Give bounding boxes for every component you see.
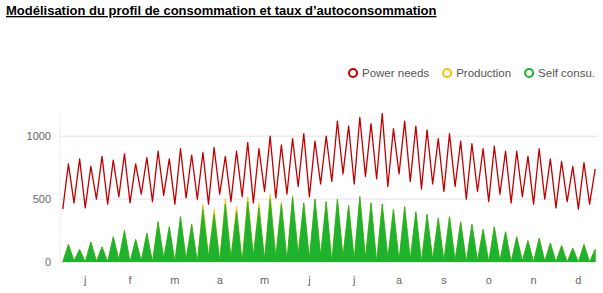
x-tick-label: n	[530, 274, 536, 286]
legend: Power needs Production Self consu.	[349, 67, 595, 79]
legend-label: Production	[456, 67, 511, 79]
grid-line	[60, 199, 598, 200]
x-tick-label: a	[396, 274, 403, 286]
legend-symbol	[443, 69, 451, 77]
y-tick-label: 500	[33, 193, 51, 205]
legend-item: Power needs	[349, 67, 429, 79]
x-tick-label: o	[486, 274, 492, 286]
x-tick-label: m	[260, 274, 269, 286]
y-axis-line	[60, 111, 61, 262]
x-tick-label: d	[575, 274, 581, 286]
legend-item: Production	[443, 67, 511, 79]
area-series	[63, 194, 595, 262]
legend-symbol	[349, 69, 357, 77]
area-series	[63, 197, 595, 262]
y-tick-label: 1000	[27, 130, 51, 142]
y-tick-label: 0	[45, 256, 51, 268]
chart: Modélisation du profil de consommation e…	[0, 0, 603, 293]
marks	[63, 114, 595, 262]
x-tick-label: j	[352, 274, 355, 286]
x-tick-label: s	[441, 274, 447, 286]
x-tick-label: j	[83, 274, 86, 286]
x-tick-label: j	[307, 274, 310, 286]
legend-item: Self consu.	[525, 67, 595, 79]
x-tick-label: a	[217, 274, 224, 286]
x-tick-label: m	[170, 274, 179, 286]
legend-label: Self consu.	[538, 67, 595, 79]
line-series	[63, 114, 595, 210]
legend-label: Power needs	[362, 67, 429, 79]
grid-line	[60, 136, 598, 137]
legend-symbol	[525, 69, 533, 77]
title: Modélisation du profil de consommation e…	[6, 3, 437, 18]
x-tick-label: f	[129, 274, 133, 286]
